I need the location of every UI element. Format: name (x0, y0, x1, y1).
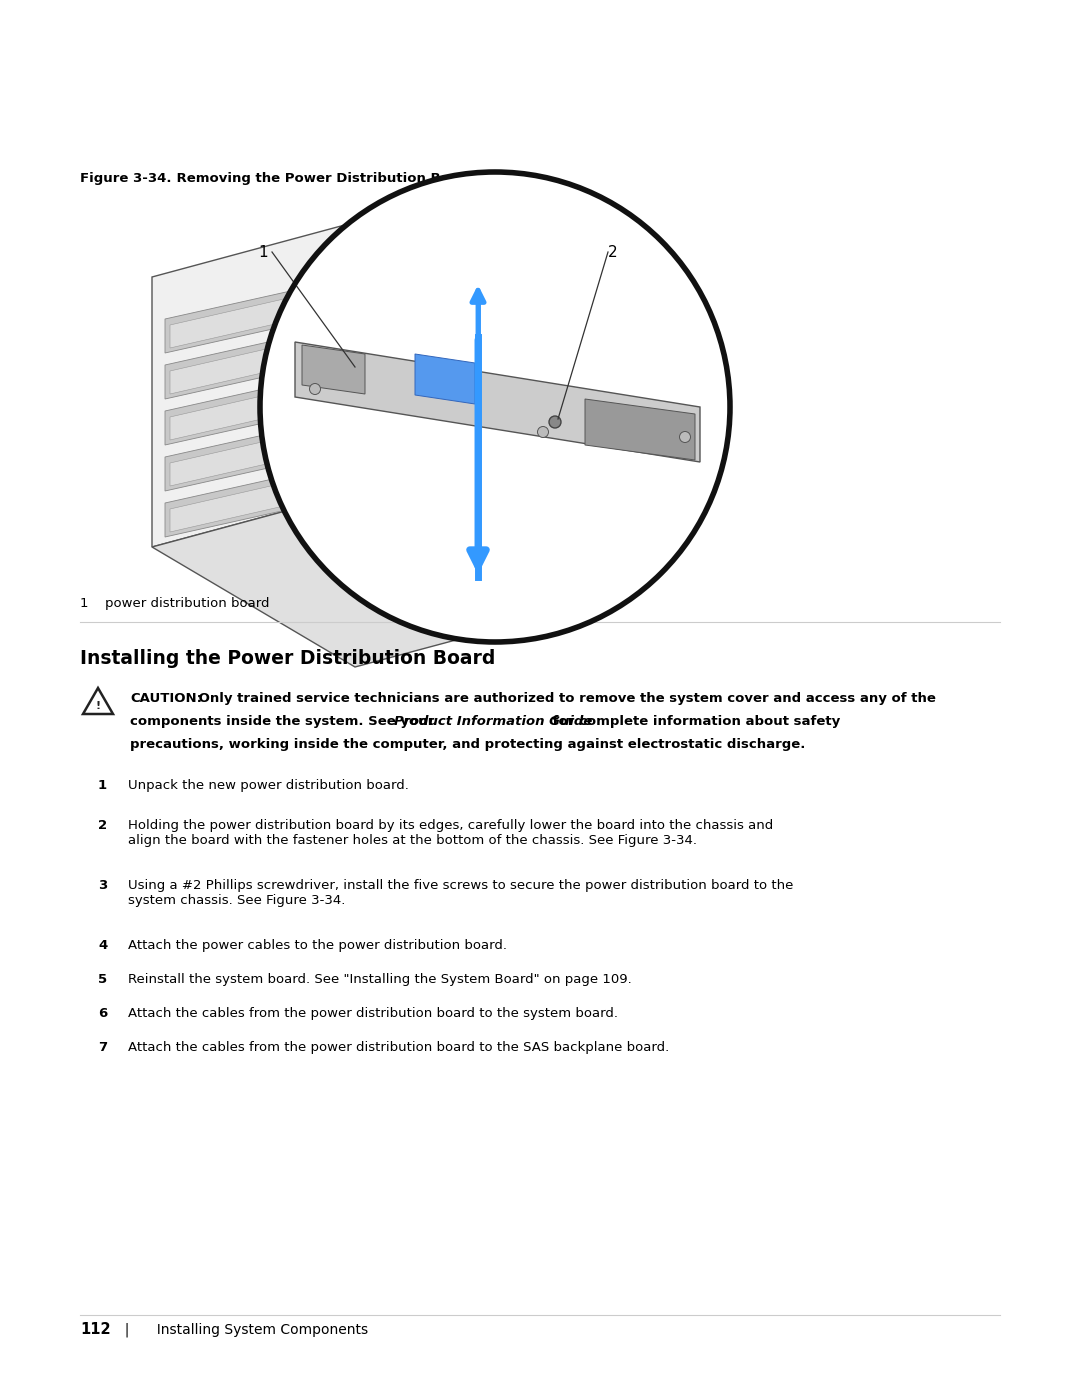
Polygon shape (152, 203, 430, 548)
Polygon shape (295, 342, 700, 462)
Text: 2: 2 (365, 597, 374, 610)
Text: 112: 112 (80, 1322, 110, 1337)
Polygon shape (165, 330, 322, 400)
Text: 5: 5 (98, 972, 107, 986)
Polygon shape (152, 472, 635, 666)
Polygon shape (165, 422, 322, 490)
Polygon shape (438, 381, 618, 453)
Polygon shape (438, 447, 618, 517)
Text: 3: 3 (98, 879, 107, 893)
Text: screws (5): screws (5) (392, 597, 460, 610)
Text: Installing the Power Distribution Board: Installing the Power Distribution Board (80, 650, 496, 668)
Text: 1: 1 (258, 244, 268, 260)
Text: Attach the cables from the power distribution board to the SAS backplane board.: Attach the cables from the power distrib… (129, 1041, 670, 1053)
Text: |: | (116, 1323, 138, 1337)
Text: Removing the Power Distribution Board: Removing the Power Distribution Board (158, 172, 475, 184)
Text: Unpack the new power distribution board.: Unpack the new power distribution board. (129, 780, 409, 792)
Text: 2: 2 (98, 819, 107, 833)
Text: Figure 3-34.: Figure 3-34. (80, 172, 172, 184)
Polygon shape (170, 293, 310, 348)
Text: 7: 7 (98, 1041, 107, 1053)
Polygon shape (302, 345, 365, 394)
Text: Using a #2 Phillips screwdriver, install the five screws to secure the power dis: Using a #2 Phillips screwdriver, install… (129, 879, 794, 907)
Text: 1: 1 (98, 780, 107, 792)
Polygon shape (170, 432, 310, 486)
Polygon shape (170, 476, 310, 532)
Polygon shape (165, 376, 322, 446)
Polygon shape (430, 203, 635, 592)
Text: Holding the power distribution board by its edges, carefully lower the board int: Holding the power distribution board by … (129, 819, 773, 847)
Polygon shape (585, 400, 696, 460)
Circle shape (549, 416, 561, 427)
Circle shape (538, 426, 549, 437)
Text: components inside the system. See your: components inside the system. See your (130, 715, 438, 728)
Circle shape (679, 432, 690, 443)
Polygon shape (165, 284, 322, 353)
Text: 6: 6 (98, 1007, 107, 1020)
Text: 1: 1 (80, 597, 89, 610)
Circle shape (310, 384, 321, 394)
Text: Attach the power cables to the power distribution board.: Attach the power cables to the power dis… (129, 939, 507, 951)
Text: Only trained service technicians are authorized to remove the system cover and a: Only trained service technicians are aut… (194, 692, 936, 705)
Circle shape (262, 175, 728, 640)
Text: !: ! (95, 701, 100, 711)
Text: 4: 4 (98, 939, 107, 951)
Polygon shape (415, 353, 475, 404)
Polygon shape (165, 468, 322, 536)
Text: for complete information about safety: for complete information about safety (548, 715, 840, 728)
Text: Reinstall the system board. See "Installing the System Board" on page 109.: Reinstall the system board. See "Install… (129, 972, 632, 986)
Text: precautions, working inside the computer, and protecting against electrostatic d: precautions, working inside the computer… (130, 739, 806, 752)
Text: Attach the cables from the power distribution board to the system board.: Attach the cables from the power distrib… (129, 1007, 618, 1020)
Text: Product Information Guide: Product Information Guide (394, 715, 592, 728)
Polygon shape (170, 339, 310, 394)
Text: power distribution board: power distribution board (105, 597, 270, 610)
Text: 2: 2 (608, 244, 618, 260)
Text: CAUTION:: CAUTION: (130, 692, 202, 705)
Polygon shape (170, 386, 310, 440)
Polygon shape (438, 511, 618, 583)
Text: Installing System Components: Installing System Components (148, 1323, 368, 1337)
